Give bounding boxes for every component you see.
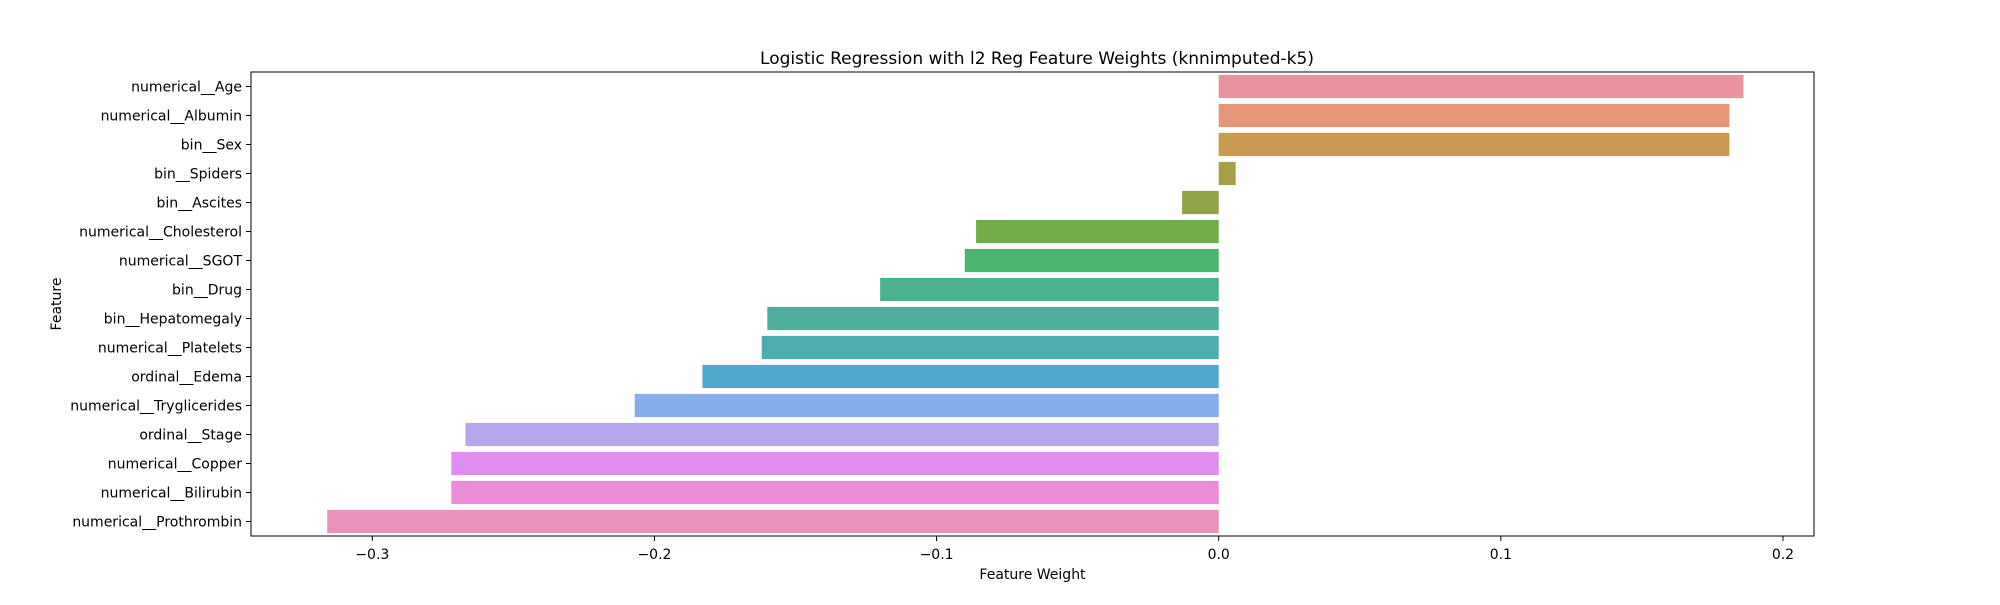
- x-axis-label: Feature Weight: [979, 567, 1086, 583]
- y-axis-ticks: numerical__Age numerical__Albumin bin__Sex…: [70, 80, 251, 531]
- y-tick-label: numerical__Cholesterol: [79, 225, 242, 241]
- bar-bin__Sex: [1218, 132, 1730, 157]
- bar-numerical__Bilirubin: [451, 480, 1219, 505]
- bar-numerical__Platelets: [761, 335, 1219, 360]
- x-tick-label: 0.2: [1772, 547, 1794, 563]
- y-tick-label: bin__Hepatomegaly: [104, 312, 242, 328]
- bar-bin__Hepatomegaly: [767, 306, 1219, 331]
- y-tick-label: numerical__Platelets: [98, 341, 242, 357]
- bar-bin__Spiders: [1218, 161, 1236, 186]
- y-tick-label: numerical__Age: [131, 80, 242, 96]
- bar-numerical__Prothrombin: [327, 509, 1219, 534]
- x-axis-ticks: −0.3 −0.2 −0.1 0.0 0.1 0.2: [355, 536, 1794, 563]
- y-tick-label: bin__Ascites: [156, 196, 242, 212]
- bars-group: [327, 74, 1744, 534]
- bar-numerical__Albumin: [1218, 103, 1730, 128]
- y-tick-label: ordinal__Stage: [139, 428, 242, 444]
- bar-numerical__SGOT: [964, 248, 1219, 273]
- x-tick-label: 0.0: [1208, 547, 1230, 563]
- bar-numerical__Cholesterol: [976, 219, 1219, 244]
- x-tick-label: −0.3: [355, 547, 389, 563]
- x-tick-label: −0.2: [637, 547, 671, 563]
- y-tick-label: numerical__Tryglicerides: [70, 399, 242, 415]
- y-tick-label: ordinal__Edema: [131, 370, 242, 386]
- y-tick-label: bin__Spiders: [154, 167, 242, 183]
- x-tick-label: 0.1: [1490, 547, 1512, 563]
- plot-frame: [250, 71, 1815, 537]
- bar-bin__Ascites: [1182, 190, 1219, 215]
- y-tick-label: bin__Sex: [181, 138, 242, 154]
- bar-ordinal__Edema: [702, 364, 1219, 389]
- y-tick-label: numerical__SGOT: [119, 254, 243, 270]
- chart-title: Logistic Regression with l2 Reg Feature …: [760, 49, 1314, 69]
- bar-numerical__Copper: [451, 451, 1219, 476]
- bar-numerical__Age: [1218, 74, 1744, 99]
- y-tick-label: bin__Drug: [172, 283, 242, 299]
- y-tick-label: numerical__Albumin: [101, 109, 242, 125]
- y-tick-label: numerical__Copper: [108, 457, 243, 473]
- bar-bin__Drug: [880, 277, 1219, 302]
- y-tick-label: numerical__Prothrombin: [72, 515, 242, 531]
- bar-numerical__Tryglicerides: [634, 393, 1219, 418]
- bar-ordinal__Stage: [465, 422, 1219, 447]
- y-axis-label: Feature: [49, 278, 65, 331]
- x-tick-label: −0.1: [920, 547, 954, 563]
- y-tick-label: numerical__Bilirubin: [101, 486, 242, 502]
